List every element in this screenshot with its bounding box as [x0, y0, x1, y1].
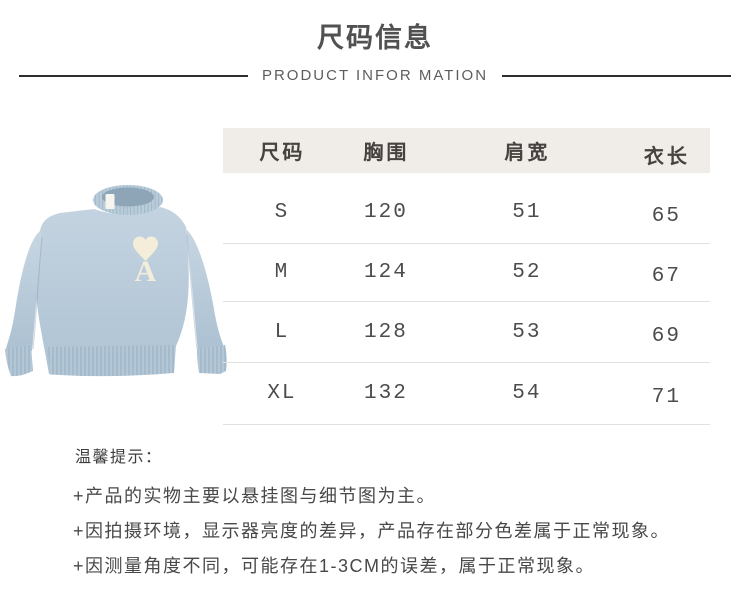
table-row-s: S 120 51 65: [223, 173, 710, 244]
collar-brand-tag: [105, 194, 115, 209]
sweater-hem-rib: [48, 345, 176, 377]
logo-letter-a: A: [135, 255, 157, 288]
tips-title: 温馨提示：: [75, 449, 163, 466]
shoulder-cell: 51: [512, 200, 542, 224]
tip-note: +因测量角度不同，可能存在1-3CM的误差，属于正常现象。: [73, 556, 596, 576]
length-cell: 65: [651, 204, 681, 228]
left-divider-line: [18, 75, 248, 77]
size-table: 尺码 胸围 肩宽 衣长 S 120 51 65 M 124 52 67 L 12…: [223, 128, 710, 425]
chest-cell: 132: [364, 382, 408, 405]
col-header-shoulder: 肩宽: [504, 142, 551, 164]
sweater-left-sleeve: [6, 231, 42, 355]
left-sleeve-seam: [32, 236, 43, 350]
page-subtitle: PRODUCT INFOR MATION: [261, 67, 489, 84]
length-cell: 71: [651, 386, 681, 409]
sweater-illustration: A: [5, 185, 227, 377]
col-header-size: 尺码: [259, 142, 306, 164]
right-divider-line: [502, 75, 732, 77]
chest-cell: 120: [364, 200, 408, 224]
shoulder-cell: 54: [512, 382, 542, 405]
size-cell: L: [274, 320, 290, 344]
size-table-header: 尺码 胸围 肩宽 衣长: [223, 128, 710, 173]
chest-cell: 124: [364, 261, 408, 284]
tip-note: +产品的实物主要以悬挂图与细节图为主。: [73, 486, 437, 506]
size-cell: M: [274, 261, 290, 284]
shoulder-cell: 52: [512, 261, 542, 284]
collar-opening: [102, 187, 154, 207]
length-cell: 69: [651, 324, 681, 348]
table-row-m: M 124 52 67: [223, 244, 710, 302]
col-header-chest: 胸围: [363, 142, 410, 164]
size-cell: XL: [267, 382, 297, 405]
table-row-xl: XL 132 54 71: [223, 363, 710, 425]
product-photo: A: [2, 183, 236, 379]
length-cell: 67: [651, 265, 681, 288]
size-cell: S: [274, 200, 290, 224]
col-header-length: 衣长: [643, 146, 690, 168]
right-sleeve-seam: [186, 234, 198, 350]
table-row-l: L 128 53 69: [223, 302, 710, 363]
sweater-right-sleeve: [186, 229, 224, 353]
shoulder-cell: 53: [512, 320, 542, 344]
chest-cell: 128: [364, 320, 408, 344]
sweater-right-cuff: [197, 345, 227, 374]
page-title: 尺码信息: [317, 23, 433, 53]
tip-note: +因拍摄环境，显示器亮度的差异，产品存在部分色差属于正常现象。: [73, 521, 671, 541]
sweater-left-cuff: [5, 345, 33, 377]
heart-logo-icon: [133, 236, 158, 261]
subtitle-row: PRODUCT INFOR MATION: [0, 67, 750, 85]
